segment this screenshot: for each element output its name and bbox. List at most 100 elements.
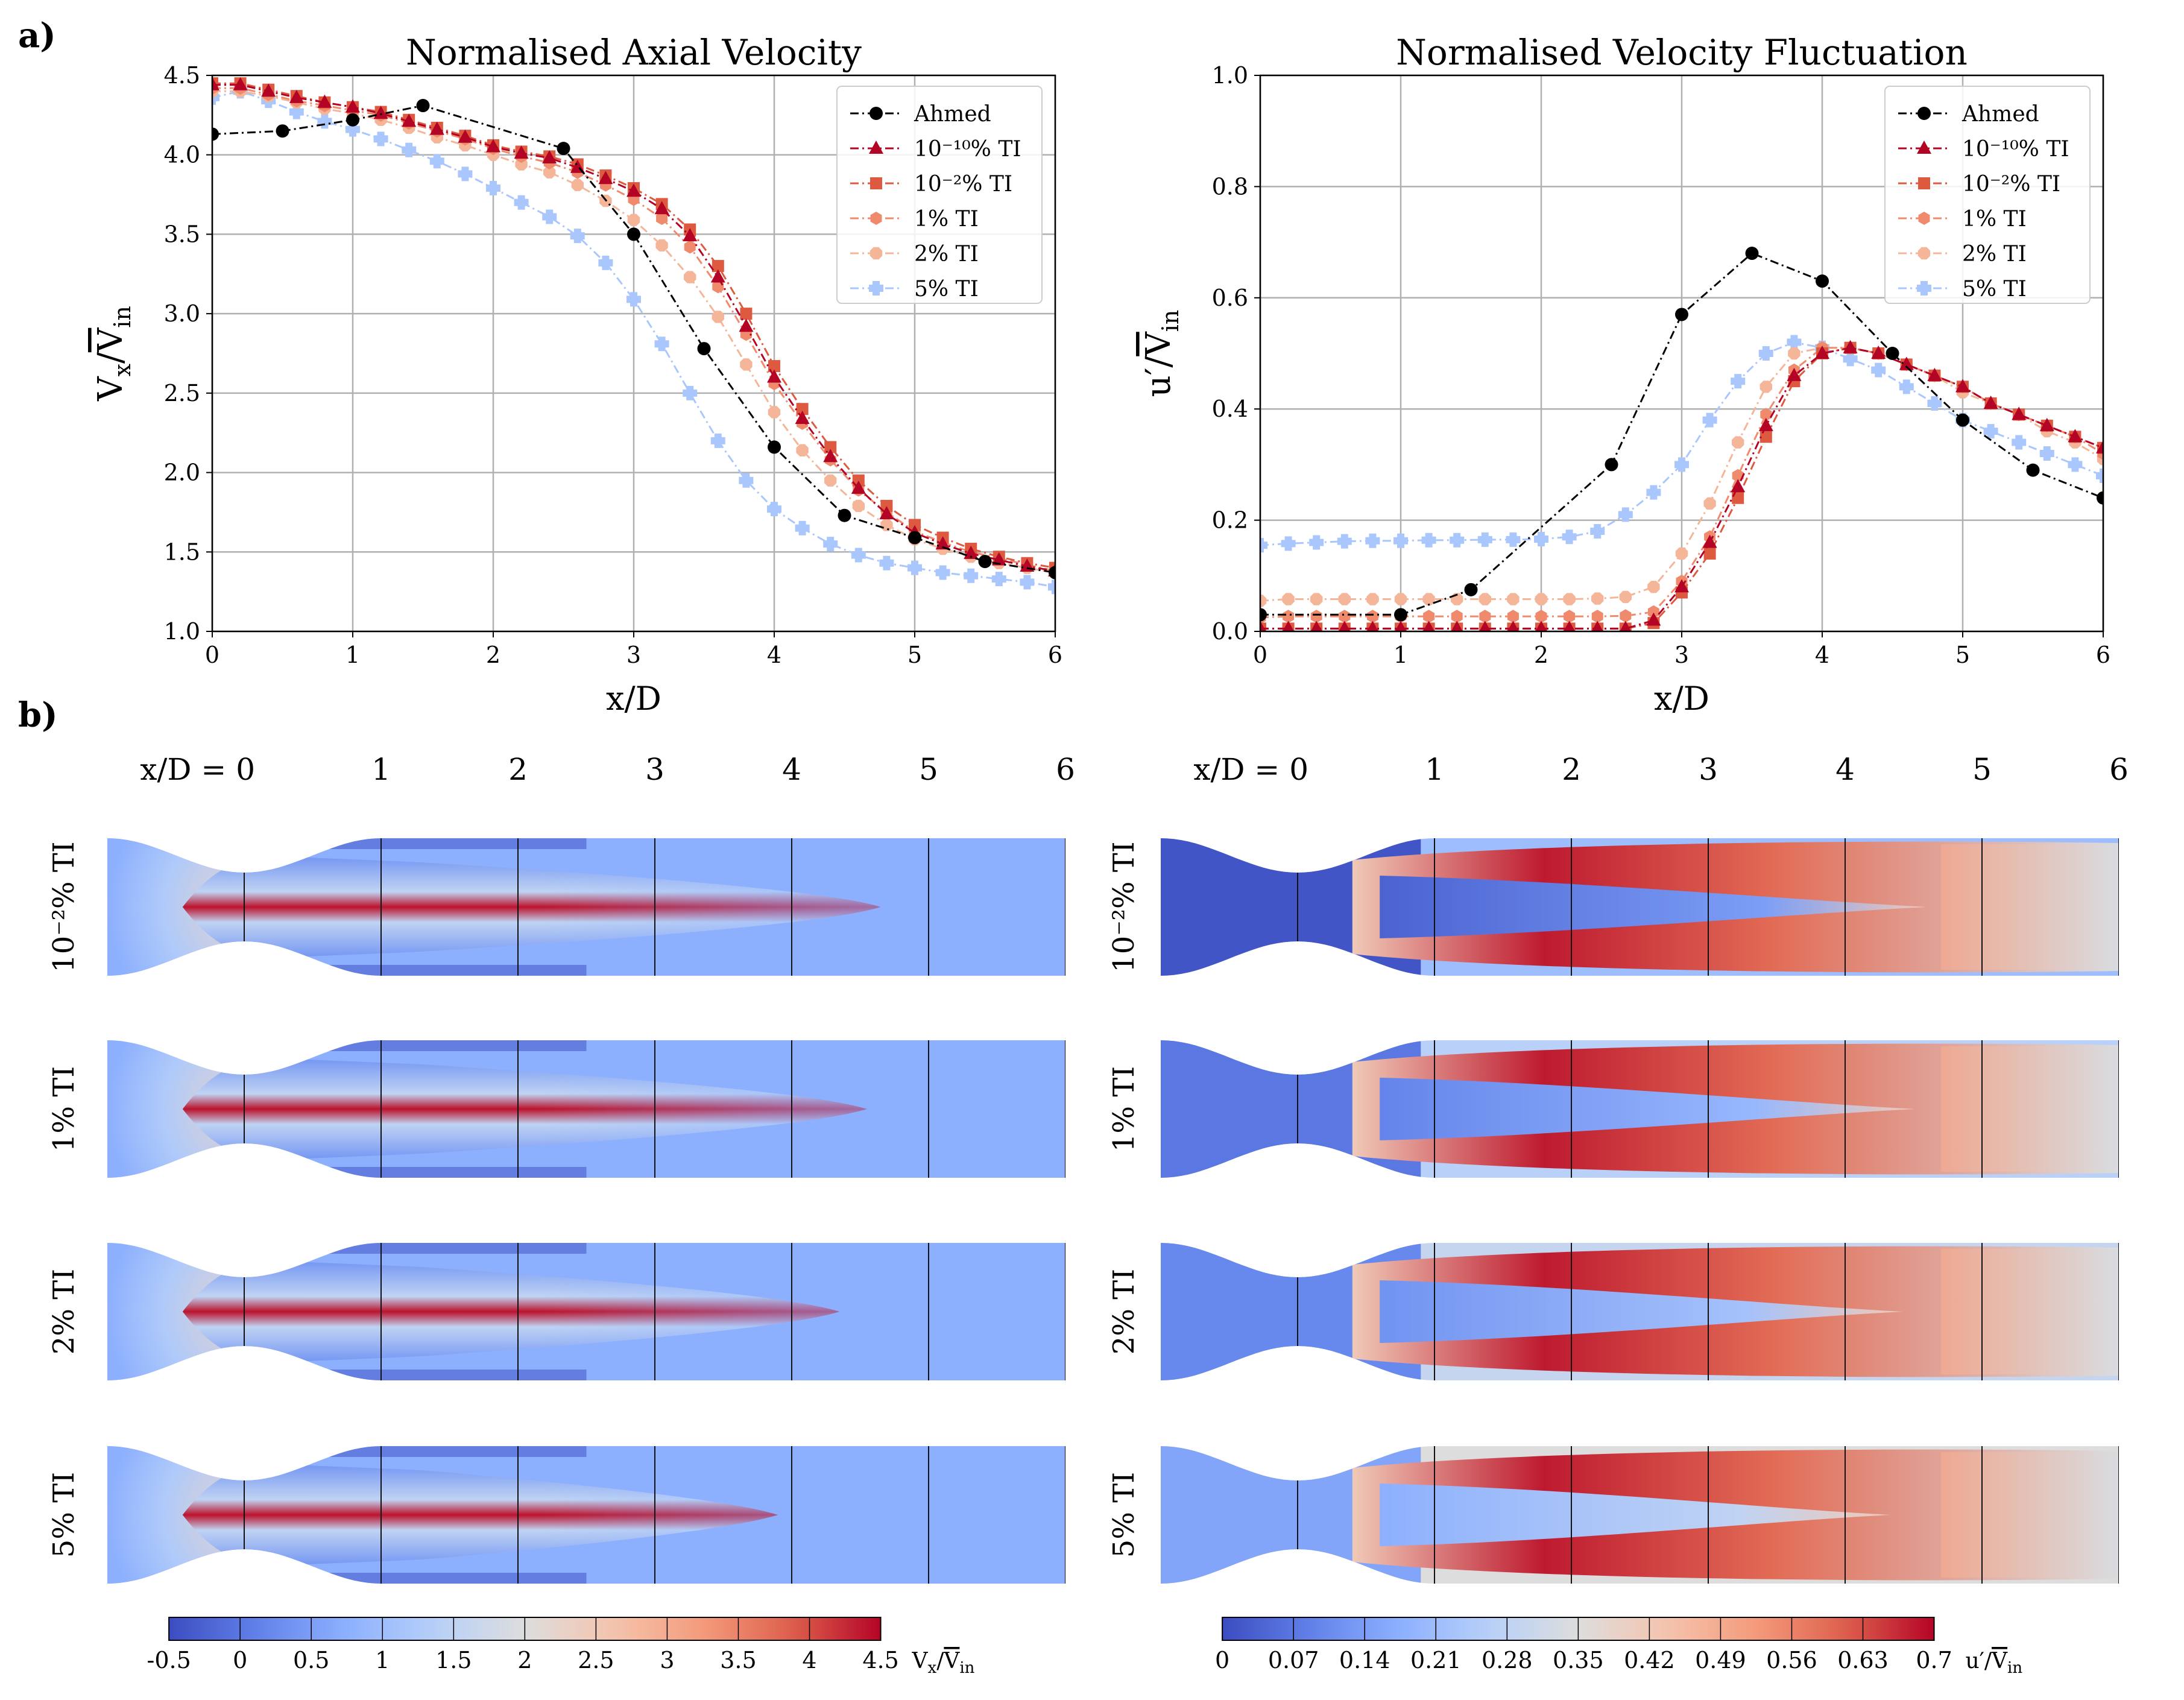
y-axis-label-part: u′ [1139,368,1178,397]
data-point-ti_2 [655,239,668,251]
data-point-ti_5 [1618,507,1633,522]
data-point-ti_5 [964,568,979,583]
contour-row: 1% TI [1107,1040,2119,1178]
colorbar-tick-label: 0.28 [1482,1647,1533,1673]
data-point-ti_5 [907,560,922,575]
data-point-ti_1e10 [1260,621,1266,631]
data-point-ti_5 [1477,532,1492,547]
colorbar: 0 0.07 0.14 0.21 0.28 0.35 0.42 0.49 0.56 0.63 0.7… [1215,1617,2022,1677]
data-point-ti_5 [486,181,500,196]
data-point-ti_5 [991,572,1006,587]
data-point-ti_1e10 [626,183,641,197]
data-point-ahmed [1886,347,1899,360]
y-axis-label-bar: V [1139,331,1178,357]
row-label: 5% TI [1107,1472,1141,1558]
series-ti_1e10 [1260,340,2103,631]
series-line-ahmed [1260,252,2103,616]
data-point-ti_5 [1927,396,1942,411]
data-point-ti_1e10 [1871,346,1886,359]
colorbar-tick-label: 0 [233,1647,247,1673]
data-point-ahmed [416,99,430,113]
data-point-ti_5 [1590,524,1605,539]
data-point-ti_1 [1366,610,1378,624]
data-point-ti_2 [1535,593,1548,605]
x-tick-label: 3 [1674,642,1689,668]
colorbar-tick-label: 0.14 [1339,1647,1390,1673]
chart-title: Normalised Axial Velocity [406,32,862,73]
data-point-ahmed [627,227,640,241]
data-point-ti_1e10 [1282,621,1295,631]
data-point-ti_5 [1337,534,1352,549]
jet-core [182,856,881,958]
data-point-ti_2 [1479,593,1491,605]
y-tick-label: 2.0 [164,460,200,486]
data-point-ti_5 [1506,532,1521,547]
colorbar-label-sub2: in [959,1659,974,1677]
data-point-ti_5 [1393,533,1408,548]
data-point-ti_1e10 [373,106,388,119]
data-point-ahmed [697,342,711,356]
data-point-ti_1e10 [823,449,838,463]
series-ahmed [212,99,1055,580]
data-point-ti_1e10 [1843,340,1858,353]
contour-field [1161,1446,2119,1584]
data-point-ti_1 [1283,610,1295,624]
data-point-ti_2 [1732,436,1744,449]
data-point-ahmed [1260,608,1267,622]
wake-region [1940,1249,2119,1374]
colorbar-tick-label: 0.7 [1916,1647,1952,1673]
data-point-ahmed [768,440,781,454]
data-point-ti_5 [851,548,866,563]
chart-title: Normalised Velocity Fluctuation [1396,32,1968,73]
colorbar-tick-label: 2.5 [578,1647,614,1673]
y-axis-label-sub: in [109,306,136,328]
colorbar-tick-label: 3 [660,1647,674,1673]
data-point-ahmed [978,555,992,569]
x-tick-label: 4 [767,642,781,668]
colorbar-label-slash: / [936,1649,944,1673]
y-axis-label-bar: V [91,327,130,353]
data-point-ti_5 [626,292,641,307]
colorbar-label-main: u′ [1966,1649,1984,1673]
legend-marker-ti_2 [869,247,883,260]
data-point-ti_2 [740,358,753,371]
data-point-ti_1e10 [767,369,781,383]
panel-a-label: a) [18,16,56,55]
y-tick-label: 4.0 [164,142,200,168]
legend-label-ti_1e2: 10⁻²% TI [914,172,1012,197]
y-axis-label-slash: / [1139,356,1178,368]
colorbar-label-slash: / [1984,1649,1992,1673]
data-point-ti_1 [1620,609,1632,623]
legend-label-ti_1e10: 10⁻¹⁰% TI [1962,137,2069,162]
y-axis-label: u′/Vin [1139,310,1184,397]
data-point-ahmed [2026,463,2040,477]
recirculation-top [285,1040,587,1051]
recirculation-top [285,1243,587,1254]
data-point-ti_5 [2096,468,2103,483]
data-point-ti_1e10 [1395,621,1407,631]
data-point-ti_2 [880,519,893,531]
column-label-value: 0 [236,752,255,787]
data-point-ti_5 [1731,374,1746,389]
y-tick-label: 1.5 [164,539,200,565]
legend-marker-ti_1e10 [1917,141,1931,154]
contour-field [1161,1243,2119,1380]
column-label: 1 [371,752,391,787]
data-point-ti_1e10 [851,480,866,494]
plot-frame [1259,74,2104,633]
data-point-ahmed [1675,308,1688,321]
x-tick-label: 4 [1815,642,1829,668]
data-point-ti_5 [1787,335,1802,350]
data-point-ti_1e10 [710,269,725,283]
data-point-ti_5 [1421,532,1436,548]
data-point-ahmed [1816,274,1829,288]
legend: Ahmed 10⁻¹⁰% TI 10⁻²% TI 1% TI 2% TI 5% TI [1884,86,2091,304]
y-tick-label: 3.0 [164,300,200,327]
row-label: 1% TI [47,1066,81,1152]
data-point-ti_1 [1535,610,1547,624]
legend-label-ti_2: 2% TI [914,242,979,267]
column-label-x0: x/D = 0 [1193,752,1308,787]
contour-row: 2% TI [1107,1243,2119,1380]
data-point-ti_2 [1675,547,1688,560]
data-point-ti_5 [1309,535,1324,550]
